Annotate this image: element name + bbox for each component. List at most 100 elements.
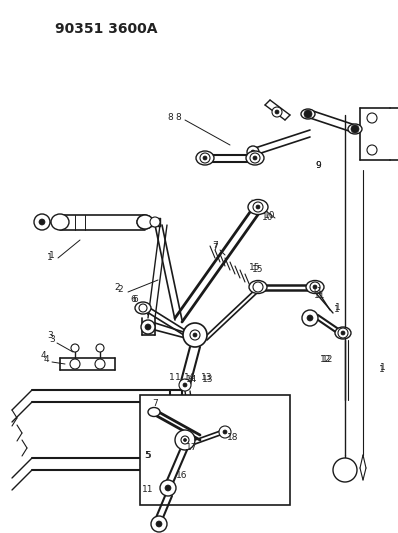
Circle shape xyxy=(219,426,231,438)
Ellipse shape xyxy=(301,109,315,119)
Text: 12: 12 xyxy=(322,356,334,365)
Text: 17: 17 xyxy=(186,443,198,453)
Circle shape xyxy=(160,480,176,496)
Circle shape xyxy=(203,156,207,160)
Circle shape xyxy=(141,320,155,334)
Ellipse shape xyxy=(51,214,69,230)
Text: 15: 15 xyxy=(252,265,264,274)
Text: 1: 1 xyxy=(335,303,341,312)
Text: 1: 1 xyxy=(175,374,181,383)
Ellipse shape xyxy=(306,280,324,294)
Circle shape xyxy=(250,153,260,163)
Circle shape xyxy=(307,315,313,321)
Circle shape xyxy=(150,217,160,227)
Circle shape xyxy=(200,153,210,163)
Text: 6: 6 xyxy=(130,295,136,304)
Circle shape xyxy=(275,110,279,114)
Text: 1: 1 xyxy=(379,366,385,375)
Circle shape xyxy=(256,205,260,209)
Text: 7: 7 xyxy=(212,244,218,253)
Circle shape xyxy=(333,458,357,482)
Circle shape xyxy=(338,328,348,338)
Text: 11: 11 xyxy=(312,287,324,296)
Circle shape xyxy=(71,344,79,352)
Circle shape xyxy=(367,113,377,123)
Circle shape xyxy=(251,150,255,154)
Text: 3: 3 xyxy=(47,330,53,340)
Circle shape xyxy=(341,331,345,335)
Text: 2: 2 xyxy=(114,284,120,293)
Text: 7: 7 xyxy=(212,240,218,249)
Circle shape xyxy=(190,330,200,340)
Circle shape xyxy=(139,304,147,312)
Text: 14: 14 xyxy=(184,374,196,383)
Text: 11: 11 xyxy=(142,486,154,495)
Ellipse shape xyxy=(148,408,160,416)
Circle shape xyxy=(351,125,359,133)
Circle shape xyxy=(367,145,377,155)
Circle shape xyxy=(165,485,171,491)
Text: 8: 8 xyxy=(167,114,173,123)
Text: 90351 3600A: 90351 3600A xyxy=(55,22,158,36)
Circle shape xyxy=(183,439,187,441)
Ellipse shape xyxy=(248,199,268,214)
Text: 2: 2 xyxy=(117,286,123,295)
Ellipse shape xyxy=(348,124,362,134)
Text: 11: 11 xyxy=(314,290,326,300)
Circle shape xyxy=(175,430,195,450)
Text: 12: 12 xyxy=(320,356,332,365)
Text: 1: 1 xyxy=(334,305,340,314)
Circle shape xyxy=(96,344,104,352)
Text: 5: 5 xyxy=(144,450,150,459)
Circle shape xyxy=(181,436,189,444)
Circle shape xyxy=(183,323,207,347)
Text: 7: 7 xyxy=(152,399,158,408)
Text: 3: 3 xyxy=(49,335,55,344)
Text: 8: 8 xyxy=(175,112,181,122)
Text: 5: 5 xyxy=(145,450,151,459)
Text: 13: 13 xyxy=(202,376,214,384)
Ellipse shape xyxy=(135,302,151,314)
Text: 10: 10 xyxy=(262,214,274,222)
Ellipse shape xyxy=(246,151,264,165)
Circle shape xyxy=(34,214,50,230)
Bar xyxy=(140,395,290,505)
Circle shape xyxy=(304,110,312,118)
Text: 16: 16 xyxy=(176,471,188,480)
Circle shape xyxy=(313,285,317,289)
Circle shape xyxy=(247,146,259,158)
Circle shape xyxy=(302,310,318,326)
Ellipse shape xyxy=(137,215,153,229)
Text: 14: 14 xyxy=(186,376,198,384)
Circle shape xyxy=(253,156,257,160)
Circle shape xyxy=(253,202,263,212)
Text: 15: 15 xyxy=(249,263,261,272)
Circle shape xyxy=(151,516,167,532)
Text: 6: 6 xyxy=(132,295,138,304)
Text: 10: 10 xyxy=(264,211,276,220)
Text: 1: 1 xyxy=(169,373,175,382)
Circle shape xyxy=(145,324,151,330)
Circle shape xyxy=(183,383,187,387)
Text: 1: 1 xyxy=(49,251,55,260)
Circle shape xyxy=(183,423,193,433)
Circle shape xyxy=(156,521,162,527)
Text: 1: 1 xyxy=(380,364,386,373)
Circle shape xyxy=(272,107,282,117)
Text: 1: 1 xyxy=(47,254,53,262)
Text: 9: 9 xyxy=(315,160,321,169)
Ellipse shape xyxy=(249,280,267,294)
Text: 18: 18 xyxy=(227,432,239,441)
Circle shape xyxy=(193,333,197,337)
Text: 4: 4 xyxy=(40,351,46,359)
Circle shape xyxy=(70,359,80,369)
Circle shape xyxy=(95,359,105,369)
Text: 9: 9 xyxy=(315,160,321,169)
Text: 13: 13 xyxy=(201,374,213,383)
Circle shape xyxy=(223,430,227,434)
Ellipse shape xyxy=(196,151,214,165)
Text: 4: 4 xyxy=(43,356,49,365)
Circle shape xyxy=(253,282,263,292)
Circle shape xyxy=(310,282,320,292)
Ellipse shape xyxy=(137,215,153,229)
